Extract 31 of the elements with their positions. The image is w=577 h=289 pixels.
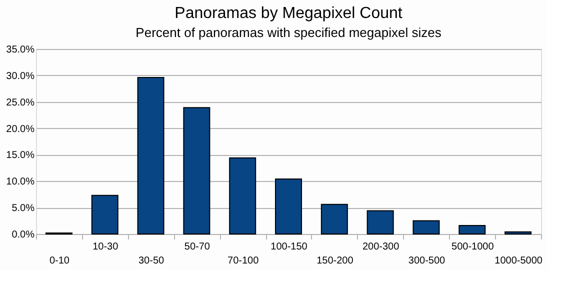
y-tick-label: 15.0%: [6, 150, 35, 162]
y-tick-label: 35.0%: [6, 44, 35, 56]
bar: [229, 157, 256, 234]
bar: [91, 194, 118, 234]
y-tick-label: 5.0%: [12, 203, 35, 214]
chart-title: Panoramas by Megapixel Count: [174, 5, 403, 22]
bar: [275, 178, 302, 234]
x-tick-label: 30-50: [138, 256, 164, 266]
bar: [183, 107, 210, 234]
x-tick-label: 0-10: [49, 256, 70, 266]
x-tick-label: 70-100: [228, 256, 260, 266]
bar: [458, 225, 486, 234]
chart-subtitle: Percent of panoramas with specified megapixel sizes: [136, 25, 442, 40]
bar: [320, 204, 348, 234]
x-tick-label: 500-1000: [452, 242, 494, 252]
x-tick-label: 10-30: [92, 242, 119, 252]
bar: [137, 77, 164, 234]
y-tick-label: 30.0%: [6, 70, 35, 82]
y-tick-label: 25.0%: [6, 97, 35, 108]
bar: [412, 220, 440, 234]
x-tick-label: 150-200: [316, 256, 354, 266]
bar: [366, 210, 394, 234]
y-tick-label: 0.0%: [12, 230, 35, 240]
y-tick-label: 10.0%: [6, 176, 35, 188]
x-tick-label: 200-300: [362, 242, 400, 252]
x-tick-label: 300-500: [408, 256, 446, 266]
x-tick-label: 100-150: [270, 242, 308, 252]
y-tick-label: 20.0%: [6, 124, 35, 135]
x-tick-label: 50-70: [184, 242, 210, 252]
x-tick-label: 1000-5000: [494, 256, 543, 266]
bar: [504, 231, 532, 234]
